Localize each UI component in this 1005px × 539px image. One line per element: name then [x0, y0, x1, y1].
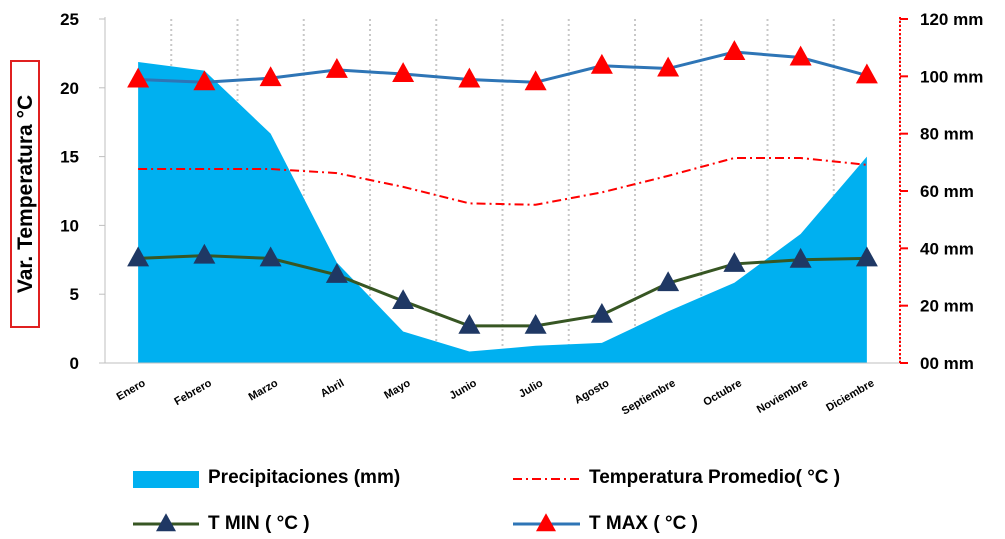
tmax-marker — [127, 67, 150, 88]
tmax-marker — [855, 63, 878, 84]
tmin-marker — [855, 246, 878, 267]
right-tick-label: 60 mm — [920, 182, 974, 201]
tmin-marker — [193, 243, 216, 264]
legend-label-tmin: T MIN ( °C ) — [208, 513, 310, 534]
tmin-marker — [789, 247, 812, 268]
x-tick-label: Diciembre — [824, 377, 876, 414]
x-tick-label: Septiembre — [620, 377, 678, 417]
x-tick-label: Febrero — [172, 377, 214, 408]
temp-avg-line — [138, 156, 867, 206]
x-tick-label: Agosto — [573, 377, 612, 406]
x-tick-label: Abril — [319, 377, 347, 400]
right-tick-label: 100 mm — [920, 67, 983, 86]
legend-marker-tmin — [156, 513, 176, 532]
y-axis-label-box — [10, 60, 40, 328]
legend-label-precipitation: Precipitaciones (mm) — [208, 467, 401, 488]
tmin-marker — [723, 252, 746, 272]
y-axis-label: Var. Temperatura °C — [14, 94, 37, 294]
precipitation-area — [138, 62, 867, 363]
tmin-marker — [590, 302, 613, 323]
right-tick-label: 20 mm — [920, 297, 974, 316]
legend-label-tmax: T MAX ( °C ) — [589, 513, 698, 534]
tmax-marker — [524, 70, 547, 91]
right-tick-label: 80 mm — [920, 125, 974, 144]
left-tick-label: 10 — [60, 216, 79, 235]
tmin-marker — [325, 263, 348, 283]
x-tick-label: Julio — [517, 377, 545, 400]
right-tick-label: 00 mm — [920, 354, 974, 373]
line-series-layer — [127, 40, 878, 334]
tmax-line — [138, 50, 868, 84]
tmax-marker — [259, 66, 282, 87]
right-tick-label: 120 mm — [920, 10, 983, 29]
left-tick-label: 0 — [70, 354, 79, 373]
tmin-marker — [259, 246, 282, 267]
tmax-marker — [789, 45, 812, 66]
x-tick-label: Enero — [115, 377, 148, 403]
tmax-marker — [657, 56, 680, 77]
tmax-marker — [193, 70, 216, 91]
x-tick-label: Noviembre — [755, 377, 810, 416]
tmin-line — [138, 254, 867, 328]
x-tick-label: Mayo — [382, 377, 413, 402]
tmax-marker — [392, 62, 415, 82]
tmax-marker — [723, 40, 746, 60]
legend-swatch-precipitation — [133, 471, 199, 488]
x-tick-label: Marzo — [247, 377, 281, 403]
tmin-marker — [392, 289, 415, 309]
left-tick-label: 25 — [60, 10, 79, 29]
left-tick-label: 5 — [70, 285, 79, 304]
tmax-marker — [458, 67, 481, 88]
legend-marker-tmax — [536, 513, 556, 532]
left-tick-label: 20 — [60, 79, 79, 98]
tmax-marker — [325, 58, 348, 78]
precipitation-area-layer — [138, 62, 867, 363]
tmax-marker — [590, 53, 613, 74]
legend-label-temp-avg: Temperatura Promedio( °C ) — [589, 467, 841, 488]
tmin-marker — [458, 313, 481, 334]
right-tick-label: 40 mm — [920, 239, 974, 258]
x-tick-label: Junio — [447, 377, 479, 402]
tmin-marker — [127, 246, 150, 267]
tmin-marker — [524, 313, 547, 334]
tmin-marker — [657, 271, 680, 292]
x-tick-label: Octubre — [701, 377, 744, 408]
legend-swatches — [133, 471, 580, 532]
left-tick-label: 15 — [60, 148, 79, 167]
